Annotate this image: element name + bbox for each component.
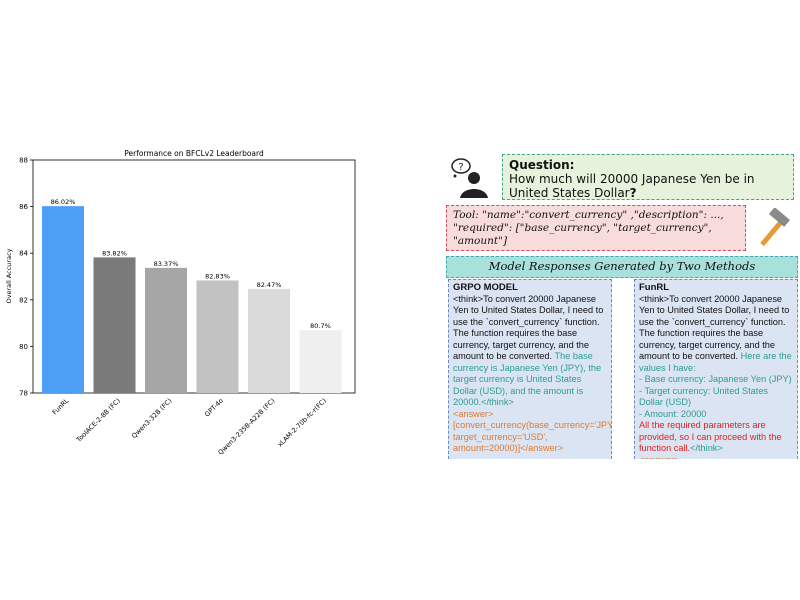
y-tick-label: 86 — [19, 203, 28, 211]
funrl-response-panel: FunRL <think>To convert 20000 Japanese Y… — [634, 279, 798, 459]
funrl-values-intro: Here are the values I have: — [639, 351, 792, 373]
y-tick-label: 88 — [19, 157, 28, 165]
x-tick-label: ToolACE-2-8B (FC) — [74, 397, 122, 445]
bar-value-label: 82.47% — [257, 281, 282, 289]
funrl-answer-text: <answer>[convert_currency(base_currency=… — [639, 455, 797, 460]
bar-value-label: 82.83% — [205, 272, 230, 280]
y-tick-label: 84 — [19, 250, 28, 258]
hammer-icon — [760, 208, 790, 247]
question-text: How much will 20000 Japanese Yen be in U… — [509, 172, 755, 200]
bar-value-label: 86.02% — [51, 198, 76, 206]
x-tick-label: Qwen3-235B-A22B (FC) — [217, 397, 277, 457]
bar-5 — [248, 288, 290, 393]
funrl-target-currency: - Target currency: United States Dollar … — [639, 385, 769, 408]
bar-4 — [196, 280, 239, 393]
x-axis-labels: FunRL ToolACE-2-8B (FC) Qwen3-32B (FC) GPT-… — [51, 396, 328, 456]
funrl-base-currency: - Base currency: Japanese Yen (JPY) — [639, 374, 792, 384]
bar-2 — [93, 257, 136, 393]
responses-header: Model Responses Generated by Two Methods — [446, 256, 798, 278]
bar-value-label: 80.7% — [310, 322, 331, 330]
grpo-teal-text: The base currency is Japanese Yen (JPY),… — [453, 351, 602, 407]
funrl-amount: - Amount: 20000 — [639, 408, 707, 419]
plot-area — [32, 159, 356, 394]
tool-box: Tool: "name":"convert_currency" ,"descri… — [446, 205, 746, 251]
y-axis-label: Overall Accuracy — [5, 248, 13, 303]
y-tick-label: 82 — [19, 296, 28, 304]
y-tick-label: 78 — [19, 390, 28, 398]
funrl-title: FunRL — [639, 282, 670, 293]
grpo-answer-text: <answer>[convert_currency(base_currency=… — [453, 408, 612, 454]
question-box: Question: How much will 20000 Japanese Y… — [502, 154, 794, 200]
bar-3 — [145, 267, 187, 393]
bar-value-label: 83.82% — [102, 249, 127, 257]
question-title: Question: — [509, 158, 575, 172]
x-tick-label: FunRL — [51, 396, 71, 416]
funrl-params-note: All the required parameters are provided… — [639, 420, 782, 453]
bar-value-label: 83.37% — [154, 260, 179, 268]
bar-6 — [299, 330, 342, 393]
x-tick-label: Qwen3-32B (FC) — [130, 397, 173, 440]
y-tick-label: 80 — [19, 343, 28, 351]
grpo-think-text: <think>To convert 20000 Japanese Yen to … — [453, 293, 604, 362]
bars-group: 86.02% 83.82% 83.37% 82.83% 82.47% 80.7% — [42, 198, 342, 393]
svg-text:?: ? — [458, 162, 463, 173]
funrl-think-text: <think>To convert 20000 Japanese Yen to … — [639, 293, 790, 362]
grpo-title: GRPO MODEL — [453, 282, 518, 293]
grpo-response-panel: GRPO MODEL <think>To convert 20000 Japan… — [448, 279, 612, 459]
funrl-think-close: </think> — [690, 443, 723, 453]
bar-1 — [42, 206, 84, 393]
chart-title: Performance on BFCLv2 Leaderboard — [124, 149, 264, 158]
tool-text: Tool: "name":"convert_currency" ,"descri… — [453, 209, 724, 247]
person-thinking-icon: ? — [451, 158, 488, 198]
y-axis-ticks: 78 80 82 84 86 88 — [19, 157, 33, 398]
bar-chart: Performance on BFCLv2 Leaderboard Overal… — [5, 149, 356, 457]
x-tick-label: GPT-4o — [203, 397, 225, 419]
x-tick-label: xLAM-2-70b-fc-r(FC) — [276, 397, 328, 449]
